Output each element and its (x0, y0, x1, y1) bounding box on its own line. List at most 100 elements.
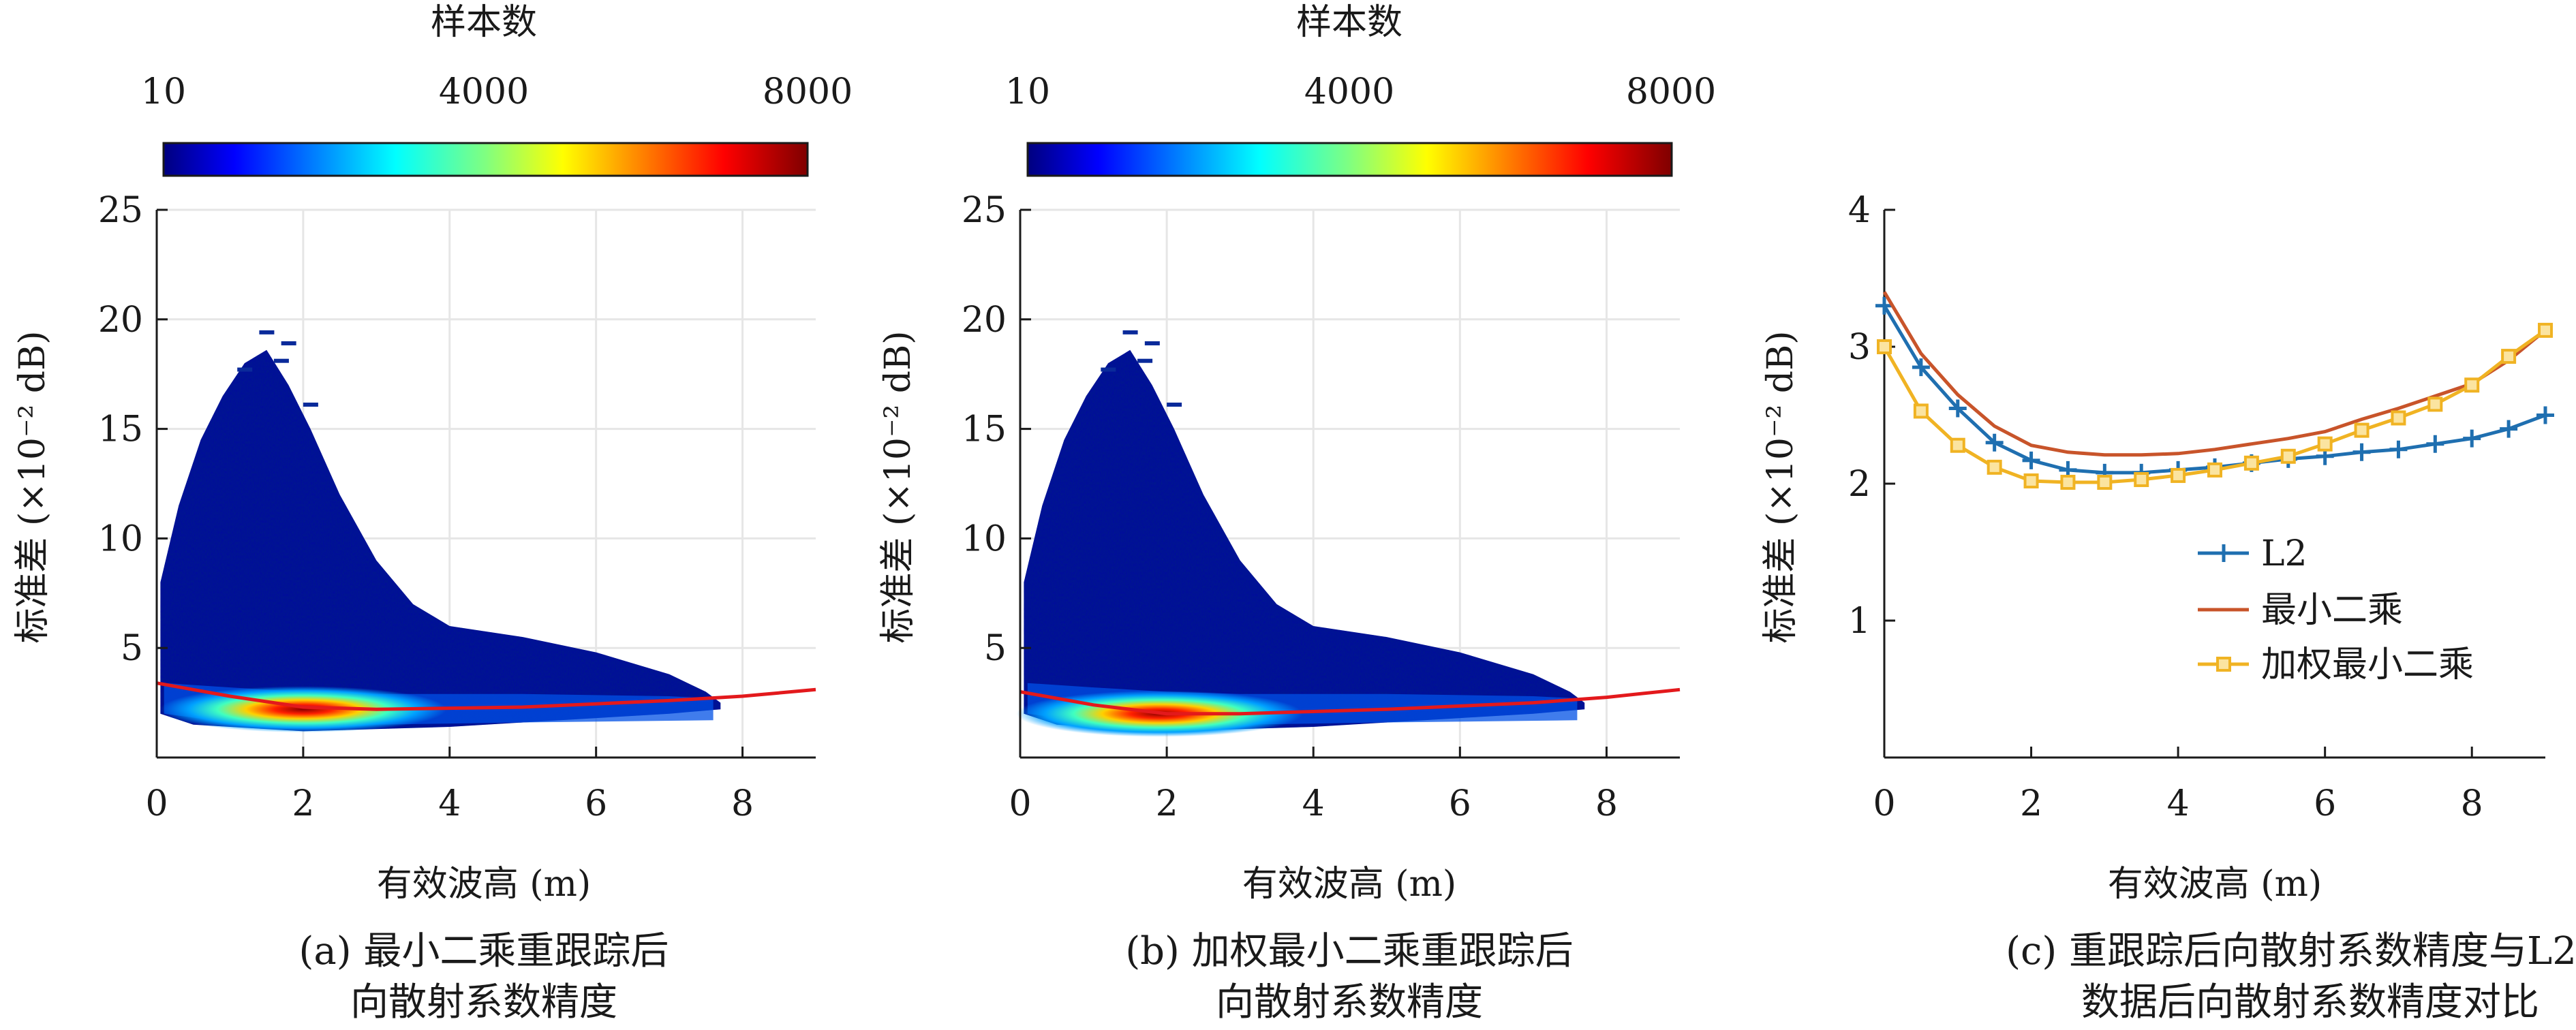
density-outlier (273, 358, 289, 363)
y-axis-label: 标准差 (×10⁻² dB) (1760, 330, 1801, 643)
panel-a: 样本数 10 4000 8000 0 2 4 6 8 5 10 15 20 25 标准差 (×10… (12, 2, 853, 1025)
density-outlier (1167, 403, 1182, 407)
y-tick-label: 4 (1848, 190, 1871, 231)
data-point-plus (2536, 406, 2554, 424)
data-point-plus (2463, 429, 2481, 448)
y-axis-label: 标准差 (×10⁻² dB) (12, 330, 53, 643)
colorbar (1026, 142, 1673, 177)
x-axis-label: 有效波高 (m) (2108, 864, 2322, 905)
caption-line-1: (b) 加权最小二乘重跟踪后 (1125, 929, 1573, 973)
x-tick-label: 4 (2167, 783, 2190, 824)
data-point-plus (2500, 420, 2518, 438)
data-point-square (2023, 473, 2039, 488)
data-point-square (2207, 462, 2222, 478)
y-tick-label: 20 (962, 300, 1007, 341)
x-tick-label: 4 (438, 783, 461, 824)
data-point-square (1987, 459, 2002, 475)
legend-label: L2 (2261, 533, 2307, 574)
x-tick-label: 8 (2461, 783, 2483, 824)
data-point-square (2243, 455, 2259, 471)
series-lines (1875, 291, 2554, 490)
x-tick-label: 8 (1595, 783, 1618, 824)
data-point-plus (1948, 399, 1967, 418)
caption-line-2: 向散射系数精度 (1216, 980, 1483, 1025)
data-point-square (2538, 322, 2553, 338)
data-point-square (2391, 410, 2406, 426)
data-point-square (2501, 349, 2517, 364)
caption-line-1: (a) 最小二乘重跟踪后 (299, 929, 669, 973)
legend-marker-plus (2215, 544, 2233, 562)
y-tick-label: 20 (98, 300, 143, 341)
density-outlier (237, 367, 253, 372)
caption-line-2: 向散射系数精度 (350, 980, 617, 1025)
density-outlier (1122, 330, 1138, 334)
x-axis-label: 有效波高 (m) (377, 864, 591, 905)
y-tick-label: 10 (98, 518, 143, 559)
x-tick-label: 4 (1302, 783, 1325, 824)
x-tick-label: 2 (1156, 783, 1178, 824)
legend: L2 最小二乘 加权最小二乘 (2198, 533, 2474, 685)
x-tick-label: 6 (1449, 783, 1471, 824)
axes: 0 2 4 6 8 5 10 15 20 25 (962, 190, 1680, 824)
x-tick-label: 2 (292, 783, 314, 824)
data-point-square (2171, 467, 2186, 483)
density-cloud (1016, 330, 1585, 737)
data-point-plus (1875, 296, 1893, 315)
data-point-square (2354, 422, 2370, 438)
colorbar-title: 样本数 (1296, 2, 1402, 43)
data-point-square (2060, 474, 2076, 490)
legend-label: 最小二乘 (2261, 590, 2403, 631)
data-point-square (1913, 403, 1929, 419)
y-tick-label: 1 (1848, 601, 1871, 642)
colorbar-tick-label: 10 (141, 72, 186, 112)
x-tick-label: 0 (1873, 783, 1895, 824)
density-texture (1024, 349, 1585, 732)
colorbar-title: 样本数 (431, 2, 537, 43)
y-tick-label: 15 (98, 409, 143, 450)
fit-line (156, 681, 816, 711)
x-tick-label: 2 (2020, 783, 2042, 824)
colorbar-tick-label: 10 (1005, 72, 1050, 112)
y-tick-label: 25 (962, 190, 1007, 231)
x-tick-label: 0 (1009, 783, 1031, 824)
data-point-plus (2389, 440, 2408, 458)
density-outlier (1137, 358, 1153, 363)
data-point-plus (2022, 451, 2040, 469)
density-outlier (281, 341, 296, 345)
data-point-square (2280, 448, 2296, 464)
colorbar (162, 142, 809, 177)
density-outlier (1101, 367, 1116, 372)
y-tick-label: 10 (962, 518, 1007, 559)
y-tick-label: 5 (121, 628, 143, 669)
y-tick-label: 15 (962, 409, 1007, 450)
data-point-square (2317, 436, 2333, 452)
data-point-square (1877, 339, 1892, 354)
series-least-squares-line (1882, 291, 2547, 457)
y-tick-label: 25 (98, 190, 143, 231)
colorbar-tick-label: 4000 (439, 72, 529, 112)
density-texture (160, 349, 721, 732)
data-point-square (2097, 474, 2113, 490)
data-point-plus (1985, 433, 2004, 452)
data-point-square (2427, 396, 2443, 412)
x-axis-label: 有效波高 (m) (1242, 864, 1456, 905)
x-tick-label: 8 (731, 783, 754, 824)
data-point-square (2134, 471, 2149, 487)
y-tick-label: 3 (1848, 327, 1871, 368)
data-point-plus (2426, 435, 2444, 453)
y-tick-label: 2 (1848, 464, 1871, 505)
colorbar-tick-label: 8000 (1626, 72, 1716, 112)
density-outlier (259, 330, 275, 334)
caption-line-2: 数据后向散射系数精度对比 (2081, 980, 2539, 1025)
density-cloud (159, 330, 721, 733)
density-outlier (303, 403, 318, 407)
panel-b: 样本数 10 4000 8000 0 2 4 6 8 5 10 15 20 25 标准差 (×10… (878, 2, 1716, 1025)
legend-marker-square (2216, 657, 2231, 672)
data-point-square (1950, 437, 1965, 453)
x-tick-label: 0 (145, 783, 168, 824)
series-l2-line (1882, 305, 2546, 475)
y-tick-label: 5 (984, 628, 1007, 669)
density-outlier (1144, 341, 1160, 345)
